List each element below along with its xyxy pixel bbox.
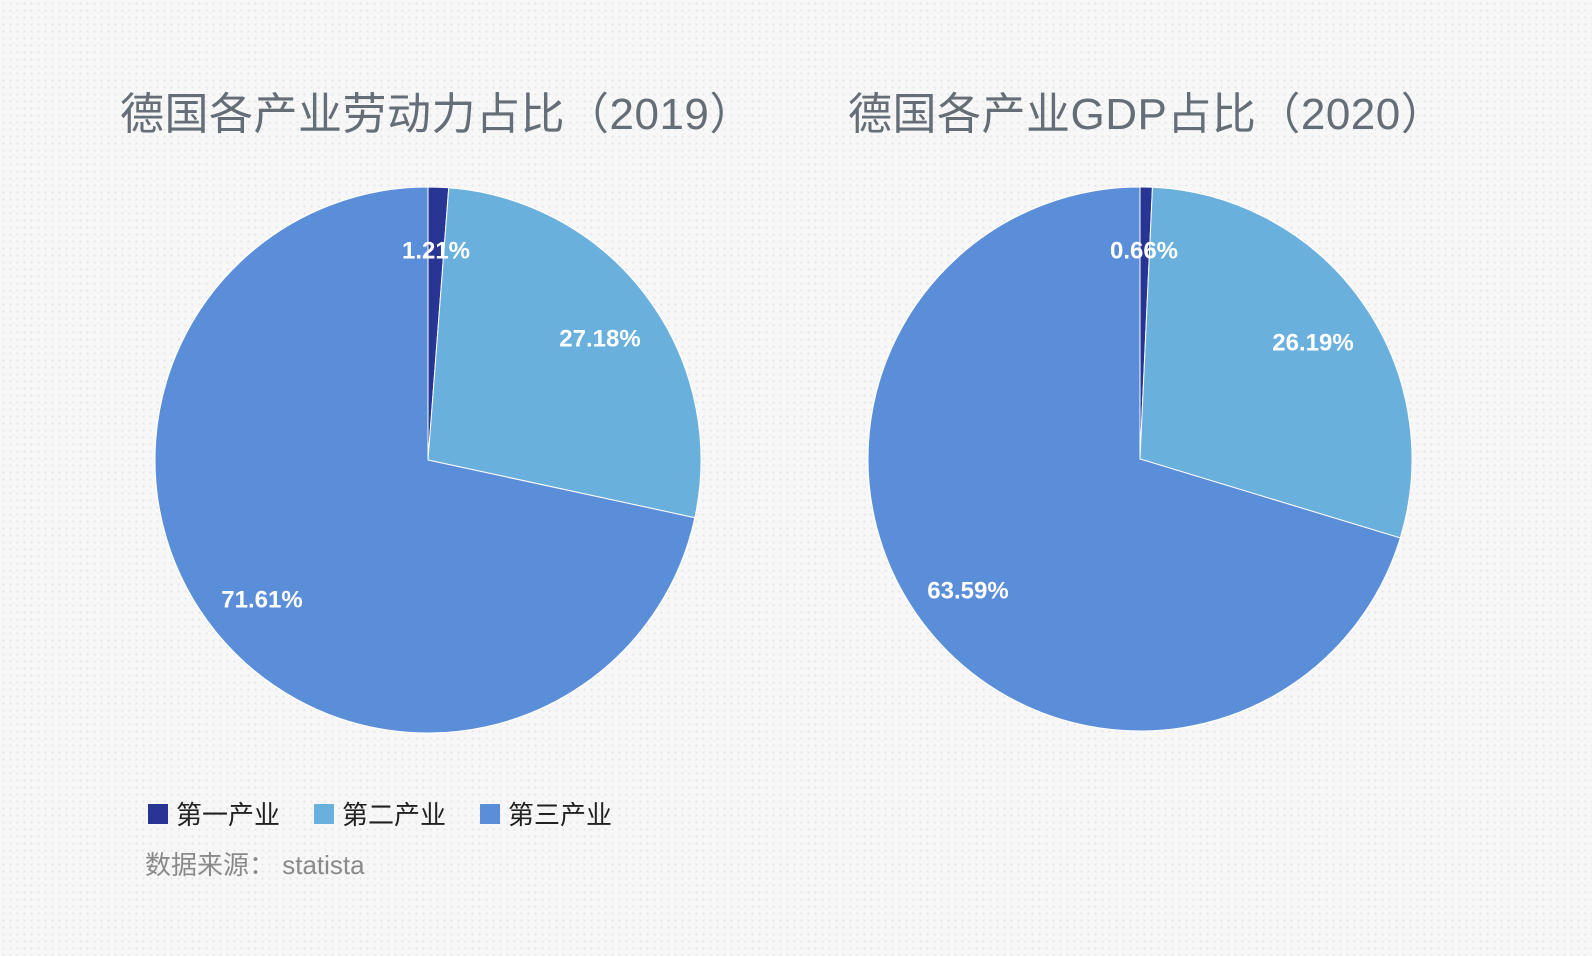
legend-swatch-tertiary xyxy=(480,803,501,824)
pie-chart-labor: 1.21% 27.18% 71.61% xyxy=(154,186,702,734)
legend: 第一产业 第二产业 第三产业 xyxy=(148,795,646,832)
data-label-labor-tertiary: 71.61% xyxy=(221,586,302,613)
chart-title-gdp: 德国各产业GDP占比（2020） xyxy=(848,90,1446,139)
pie-slice-labor-secondary xyxy=(427,187,702,519)
legend-label-primary: 第一产业 xyxy=(176,800,281,830)
pie-slice-gdp-secondary xyxy=(1139,186,1413,539)
pie-slice-labor-tertiary xyxy=(154,186,696,734)
pie-chart-gdp: 0.66% 26.19% 63.59% xyxy=(867,186,1413,732)
data-label-gdp-tertiary: 63.59% xyxy=(927,577,1008,604)
data-label-labor-primary: 1.21% xyxy=(402,237,470,264)
legend-item-tertiary: 第三产业 xyxy=(480,795,612,832)
legend-label-tertiary: 第三产业 xyxy=(508,800,613,830)
legend-swatch-primary xyxy=(148,803,168,824)
legend-label-secondary: 第二产业 xyxy=(342,800,447,830)
data-label-gdp-primary: 0.66% xyxy=(1110,237,1178,264)
chart-title-labor: 德国各产业劳动力占比（2019） xyxy=(120,90,754,139)
data-source: 数据来源： statista xyxy=(145,850,365,880)
legend-item-primary: 第一产业 xyxy=(148,795,280,832)
pie-slice-gdp-tertiary xyxy=(867,186,1401,732)
data-label-labor-secondary: 27.18% xyxy=(559,325,640,352)
data-label-gdp-secondary: 26.19% xyxy=(1272,329,1353,356)
legend-swatch-secondary xyxy=(314,803,335,824)
legend-item-secondary: 第二产业 xyxy=(314,795,446,832)
